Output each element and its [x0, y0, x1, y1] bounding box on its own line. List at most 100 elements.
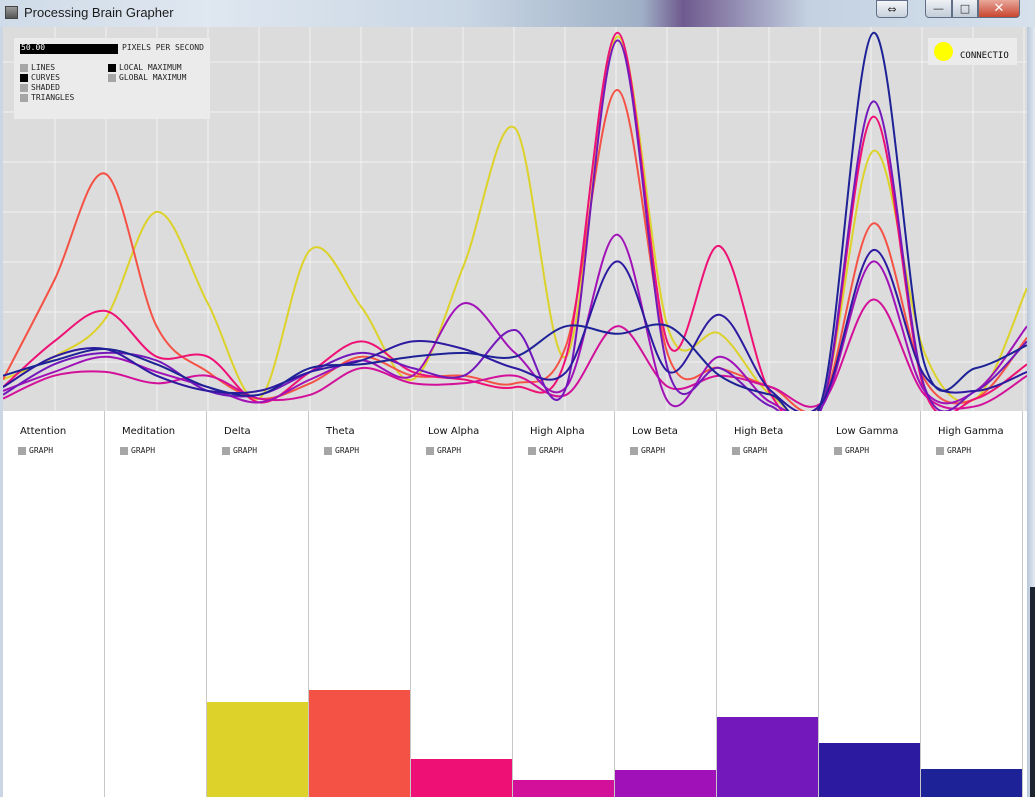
channel-level-bar [207, 702, 308, 797]
channel-graph-checkbox[interactable] [528, 446, 536, 455]
swap-button[interactable]: ⇔ [876, 0, 908, 18]
option-shaded[interactable]: SHADED [20, 83, 60, 92]
channel-panel-low-gamma: Low Gamma GRAPH [819, 411, 921, 797]
pixels-per-second-input[interactable]: 50.00 [20, 43, 118, 54]
channel-graph-checkbox[interactable] [324, 446, 332, 455]
channel-graph-label: GRAPH [845, 446, 870, 455]
channel-panel-delta: Delta GRAPH [207, 411, 309, 797]
channel-graph-label: GRAPH [131, 446, 156, 455]
channel-name: Theta [326, 426, 355, 437]
channel-graph-toggle[interactable]: GRAPH [936, 446, 971, 455]
channel-name: Low Alpha [428, 426, 480, 437]
channel-panel-meditation: Meditation GRAPH [105, 411, 207, 797]
option-global-maximum[interactable]: GLOBAL MAXIMUM [108, 73, 186, 82]
option-global-maximum-label: GLOBAL MAXIMUM [119, 73, 187, 82]
channel-graph-toggle[interactable]: GRAPH [324, 446, 359, 455]
channel-name: Delta [224, 426, 251, 437]
channel-panel-attention: Attention GRAPH [3, 411, 105, 797]
channel-graph-checkbox[interactable] [630, 446, 638, 455]
channel-level-bar [615, 770, 716, 797]
channel-graph-label: GRAPH [437, 446, 462, 455]
channel-level-bar [309, 690, 410, 797]
channel-panels: Attention GRAPH Meditation GRAPH Delta GRAPH T… [3, 411, 1027, 797]
channel-level-bar [921, 769, 1022, 797]
channel-level-bar [717, 717, 818, 797]
channel-graph-checkbox[interactable] [936, 446, 944, 455]
option-triangles-label: TRIANGLES [31, 93, 75, 102]
series-line-5 [3, 39, 1027, 411]
option-lines-checkbox[interactable] [20, 63, 28, 72]
option-local-maximum-label: LOCAL MAXIMUM [119, 63, 182, 72]
channel-graph-label: GRAPH [233, 446, 258, 455]
channel-graph-toggle[interactable]: GRAPH [834, 446, 869, 455]
option-curves-checkbox[interactable] [20, 73, 28, 82]
option-triangles[interactable]: TRIANGLES [20, 93, 74, 102]
channel-level-bar [411, 759, 512, 797]
channel-name: Meditation [122, 426, 176, 437]
title-bar[interactable]: Processing Brain Grapher ⇔ — □ ✕ [0, 0, 1035, 27]
minimize-button[interactable]: — [925, 0, 952, 18]
connection-status-indicator [934, 42, 953, 61]
option-local-maximum-checkbox[interactable] [108, 63, 116, 72]
channel-graph-toggle[interactable]: GRAPH [120, 446, 155, 455]
option-global-maximum-checkbox[interactable] [108, 73, 116, 82]
channel-graph-label: GRAPH [335, 446, 360, 455]
connection-label: CONNECTIO [960, 51, 1009, 61]
channel-graph-checkbox[interactable] [120, 446, 128, 455]
pixels-per-second-label: PIXELS PER SECOND [122, 43, 204, 52]
channel-panel-high-alpha: High Alpha GRAPH [513, 411, 615, 797]
series-line-2 [3, 31, 1027, 411]
option-curves[interactable]: CURVES [20, 73, 60, 82]
app-icon [5, 6, 18, 19]
pixels-per-second-value: 50.00 [21, 43, 46, 52]
channel-graph-checkbox[interactable] [834, 446, 842, 455]
option-shaded-checkbox[interactable] [20, 83, 28, 92]
channel-graph-label: GRAPH [539, 446, 564, 455]
window-left-border [0, 27, 3, 797]
option-lines[interactable]: LINES [20, 63, 55, 72]
series-line-6 [3, 249, 1027, 411]
channel-graph-label: GRAPH [29, 446, 54, 455]
channel-name: High Gamma [938, 426, 1004, 437]
window-edge-shadow [1030, 587, 1035, 797]
series-line-1 [3, 88, 1027, 411]
option-triangles-checkbox[interactable] [20, 93, 28, 102]
channel-panel-low-beta: Low Beta GRAPH [615, 411, 717, 797]
channel-graph-toggle[interactable]: GRAPH [222, 446, 257, 455]
close-button[interactable]: ✕ [978, 0, 1020, 18]
channel-name: High Beta [734, 426, 784, 437]
channel-name: Low Beta [632, 426, 678, 437]
window-title: Processing Brain Grapher [24, 5, 174, 20]
channel-graph-toggle[interactable]: GRAPH [732, 446, 767, 455]
channel-graph-checkbox[interactable] [426, 446, 434, 455]
brainwave-graph: 50.00 PIXELS PER SECOND LINES CURVES SHA… [3, 27, 1027, 411]
graph-controls-panel: 50.00 PIXELS PER SECOND LINES CURVES SHA… [14, 38, 210, 119]
channel-graph-checkbox[interactable] [18, 446, 26, 455]
channel-level-bar [819, 743, 920, 797]
option-shaded-label: SHADED [31, 83, 60, 92]
channel-panel-high-gamma: High Gamma GRAPH [921, 411, 1023, 797]
channel-panel-high-beta: High Beta GRAPH [717, 411, 819, 797]
option-curves-label: CURVES [31, 73, 60, 82]
channel-graph-checkbox[interactable] [222, 446, 230, 455]
channel-graph-checkbox[interactable] [732, 446, 740, 455]
channel-graph-label: GRAPH [743, 446, 768, 455]
channel-graph-toggle[interactable]: GRAPH [18, 446, 53, 455]
series-line-7 [3, 31, 1027, 411]
channel-graph-toggle[interactable]: GRAPH [630, 446, 665, 455]
connection-panel[interactable]: CONNECTIO [928, 38, 1017, 65]
channel-name: High Alpha [530, 426, 585, 437]
option-lines-label: LINES [31, 63, 56, 72]
channel-graph-toggle[interactable]: GRAPH [426, 446, 461, 455]
channel-panel-theta: Theta GRAPH [309, 411, 411, 797]
maximize-button[interactable]: □ [952, 0, 978, 18]
option-local-maximum[interactable]: LOCAL MAXIMUM [108, 63, 182, 72]
channel-name: Attention [20, 426, 67, 437]
channel-graph-label: GRAPH [641, 446, 666, 455]
series-line-0 [3, 35, 1027, 411]
channel-level-bar [513, 780, 614, 797]
graph-canvas [3, 27, 1027, 411]
channel-name: Low Gamma [836, 426, 899, 437]
channel-graph-toggle[interactable]: GRAPH [528, 446, 563, 455]
